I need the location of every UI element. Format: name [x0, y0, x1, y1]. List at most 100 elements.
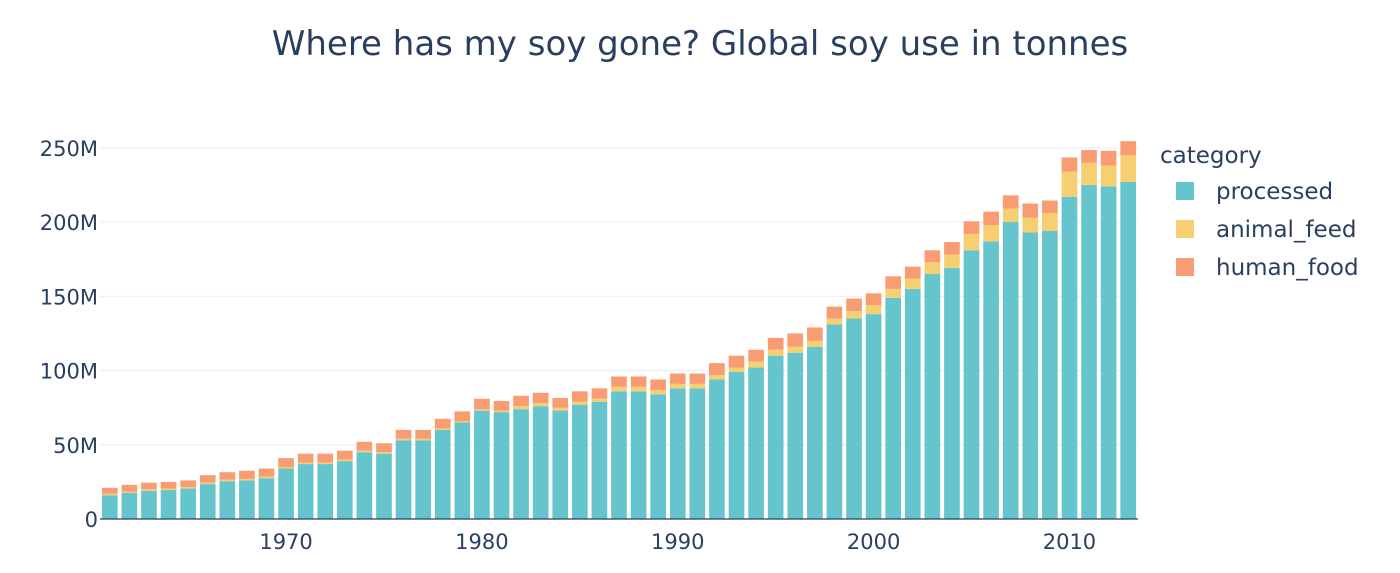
- bar-processed: [944, 268, 960, 519]
- legend-swatch-animal-feed[interactable]: [1176, 220, 1194, 238]
- y-tick-label: 150M: [40, 285, 98, 309]
- bar-human-food: [513, 395, 529, 407]
- y-tick-label: 50M: [53, 434, 98, 458]
- bar-animal-feed: [826, 318, 843, 325]
- bar-animal-feed: [219, 479, 236, 482]
- bar-human-food: [532, 392, 549, 404]
- bar-processed: [278, 468, 294, 519]
- bar-animal-feed: [474, 409, 490, 411]
- bar-animal-feed: [101, 493, 118, 496]
- bar-human-food: [963, 221, 980, 234]
- legend-label-human-food[interactable]: human_food: [1216, 255, 1359, 281]
- bar-processed: [317, 464, 334, 519]
- bar-human-food: [944, 242, 960, 255]
- bar-processed: [434, 429, 451, 519]
- bar-processed: [924, 274, 941, 519]
- bar-human-food: [591, 388, 608, 399]
- bar-processed: [199, 484, 216, 519]
- bar-animal-feed: [1081, 162, 1097, 185]
- bar-human-food: [787, 333, 804, 347]
- bar-processed: [376, 453, 392, 519]
- bar-human-food: [807, 327, 823, 341]
- legend[interactable]: category processed animal_feed human_food: [1160, 143, 1359, 281]
- bar-animal-feed: [141, 489, 157, 491]
- bar-processed: [474, 410, 490, 519]
- bar-processed: [748, 367, 764, 519]
- bar-animal-feed: [317, 462, 334, 465]
- chart-title: Where has my soy gone? Global soy use in…: [271, 24, 1129, 64]
- bar-animal-feed: [434, 428, 451, 430]
- bar-animal-feed: [1061, 171, 1078, 197]
- bar-animal-feed: [239, 478, 255, 481]
- bar-human-food: [278, 458, 294, 468]
- bar-animal-feed: [415, 438, 431, 441]
- bar-processed: [180, 488, 196, 519]
- bar-human-food: [336, 450, 353, 460]
- bar-human-food: [611, 376, 627, 387]
- x-tick-label: 1980: [455, 530, 508, 554]
- bar-human-food: [101, 487, 118, 494]
- bar-animal-feed: [669, 383, 686, 389]
- bar-animal-feed: [1022, 217, 1039, 233]
- bar-human-food: [474, 398, 490, 410]
- bar-processed: [493, 412, 510, 519]
- legend-label-animal-feed[interactable]: animal_feed: [1216, 217, 1356, 243]
- bar-animal-feed: [454, 421, 471, 423]
- bar-animal-feed: [983, 225, 999, 242]
- bar-processed: [767, 355, 784, 519]
- bar-processed: [1042, 230, 1058, 519]
- bar-processed: [101, 495, 118, 519]
- bar-processed: [904, 288, 921, 519]
- bar-human-food: [297, 453, 314, 463]
- bar-human-food: [669, 373, 686, 384]
- bar-human-food: [317, 453, 334, 463]
- bar-animal-feed: [160, 488, 177, 491]
- bar-processed: [572, 404, 588, 519]
- bars: [101, 141, 1137, 520]
- bar-processed: [787, 352, 804, 519]
- bar-human-food: [1061, 157, 1078, 172]
- bar-human-food: [1081, 150, 1097, 163]
- legend-label-processed[interactable]: processed: [1216, 179, 1333, 205]
- bar-human-food: [395, 429, 412, 439]
- x-tick-label: 1970: [259, 530, 312, 554]
- bar-human-food: [748, 349, 764, 362]
- bar-animal-feed: [278, 467, 294, 469]
- bar-processed: [532, 406, 549, 519]
- bar-human-food: [1100, 150, 1117, 166]
- bar-human-food: [199, 475, 216, 483]
- x-tick-label: 1990: [651, 530, 704, 554]
- bar-human-food: [650, 379, 667, 390]
- bar-human-food: [121, 484, 138, 492]
- x-tick-label: 2000: [847, 530, 900, 554]
- bar-processed: [630, 391, 647, 519]
- bar-processed: [454, 422, 471, 519]
- bar-processed: [1120, 181, 1137, 519]
- bar-animal-feed: [611, 386, 627, 392]
- bar-animal-feed: [258, 476, 275, 479]
- bar-processed: [1022, 232, 1039, 519]
- bar-animal-feed: [591, 398, 608, 402]
- legend-title: category: [1160, 143, 1262, 169]
- bar-processed: [826, 324, 843, 519]
- bar-animal-feed: [846, 311, 862, 319]
- bar-human-food: [493, 400, 510, 411]
- bar-processed: [1002, 222, 1019, 520]
- bar-processed: [963, 250, 980, 519]
- bar-human-food: [904, 266, 921, 279]
- bar-human-food: [1022, 203, 1039, 218]
- y-tick-label: 250M: [40, 137, 98, 161]
- bar-processed: [885, 297, 902, 519]
- bar-animal-feed: [924, 262, 941, 275]
- bar-processed: [846, 318, 862, 519]
- legend-swatch-processed[interactable]: [1176, 182, 1194, 200]
- bar-animal-feed: [552, 407, 569, 411]
- bar-animal-feed: [1100, 165, 1117, 187]
- bar-animal-feed: [865, 305, 882, 315]
- legend-swatch-human-food[interactable]: [1176, 258, 1194, 276]
- bar-processed: [669, 388, 686, 519]
- bar-processed: [297, 464, 314, 519]
- bar-animal-feed: [199, 482, 216, 485]
- bar-animal-feed: [944, 254, 960, 269]
